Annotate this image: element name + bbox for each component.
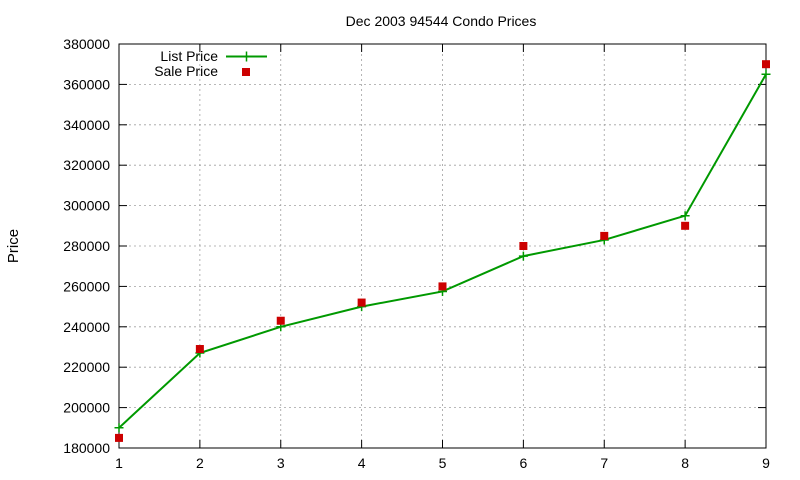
list-price-point [761,69,771,79]
x-tick-label: 1 [115,455,123,471]
axis-ticks [118,43,767,449]
y-tick-labels: 180000 200000 220000 240000 260000 280000 3000… [63,36,110,456]
x-tick-label: 4 [358,455,366,471]
list-price-point [680,211,690,221]
legend-label-sale-price: Sale Price [154,63,218,79]
y-tick-label: 300000 [63,198,110,214]
sale-price-point [762,60,770,69]
x-tick-labels: 1 2 3 4 5 6 7 8 9 [115,455,770,471]
legend: List Price Sale Price [154,48,267,79]
y-tick-label: 240000 [63,319,110,335]
legend-label-list-price: List Price [160,48,218,64]
legend-marker-sale-price [242,68,250,76]
y-tick-label: 320000 [63,157,110,173]
sale-price-point [115,433,123,442]
sale-price-point [519,242,528,250]
y-tick-label: 200000 [63,400,110,416]
list-price-point [114,423,124,433]
grid-lines [119,44,766,448]
y-axis-label: Price [5,229,22,263]
y-tick-label: 280000 [63,238,110,254]
chart-title: Dec 2003 94544 Condo Prices [346,13,537,29]
y-tick-label: 380000 [63,36,110,52]
x-tick-label: 7 [600,455,608,471]
sale-price-point [438,282,447,291]
y-tick-label: 220000 [63,359,110,375]
series-layer [114,60,771,442]
x-tick-label: 2 [196,455,204,471]
x-tick-label: 8 [681,455,689,471]
y-tick-label: 260000 [63,278,110,294]
x-tick-label: 5 [439,455,447,471]
list-price-point [518,251,528,261]
y-tick-label: 360000 [63,76,110,92]
x-tick-label: 6 [519,455,527,471]
sale-price-point [357,298,366,307]
sale-price-point [276,316,285,325]
sale-price-point [195,345,204,354]
y-tick-label: 180000 [63,440,110,456]
sale-price-point [681,221,690,230]
legend-marker-list-price [241,51,252,62]
x-tick-label: 3 [277,455,285,471]
y-tick-label: 340000 [63,117,110,133]
sale-price-point [600,231,609,240]
x-tick-label: 9 [762,455,770,471]
